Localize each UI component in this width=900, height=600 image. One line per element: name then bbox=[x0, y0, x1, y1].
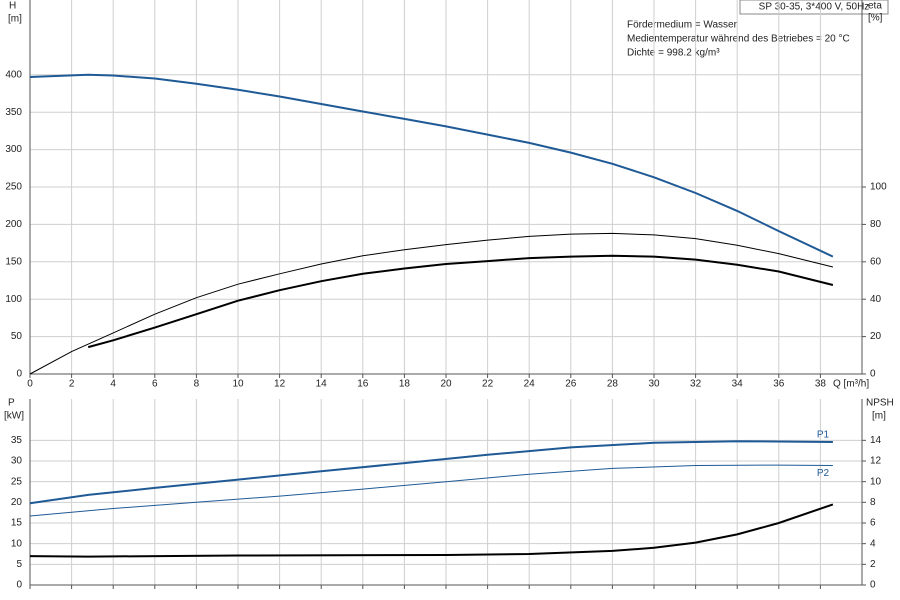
y-tick-label: 50 bbox=[11, 331, 23, 342]
y2-tick-label: 4 bbox=[870, 538, 876, 549]
y2-unit: [%] bbox=[868, 13, 883, 24]
x-tick-label: 8 bbox=[194, 379, 200, 390]
y2-tick-label: 6 bbox=[870, 518, 876, 529]
x-tick-label: 38 bbox=[815, 379, 827, 390]
x-tick-label: 0 bbox=[27, 379, 33, 390]
y-unit: [m] bbox=[8, 14, 22, 25]
x-tick-label: 20 bbox=[440, 379, 452, 390]
y2-tick-label: 0 bbox=[870, 369, 876, 380]
y-tick-label: 0 bbox=[16, 580, 22, 591]
curve bbox=[29, 73, 834, 258]
x-tick-label: 28 bbox=[607, 379, 619, 390]
y2-tick-label: 14 bbox=[870, 435, 882, 446]
y-tick-label: 5 bbox=[16, 559, 22, 570]
x-tick-label: 30 bbox=[648, 379, 660, 390]
y-tick-label: 25 bbox=[11, 476, 23, 487]
y2-tick-label: 12 bbox=[870, 456, 882, 467]
curve bbox=[87, 254, 834, 349]
y-tick-label: 30 bbox=[11, 456, 23, 467]
y-unit: [kW] bbox=[4, 411, 24, 422]
y2-tick-label: 60 bbox=[870, 256, 882, 267]
y2-tick-label: 40 bbox=[870, 294, 882, 305]
y-tick-label: 350 bbox=[5, 107, 22, 118]
y-tick-label: 150 bbox=[5, 256, 22, 267]
x-tick-label: 26 bbox=[565, 379, 577, 390]
x-tick-label: 2 bbox=[69, 379, 75, 390]
y2-unit: [m] bbox=[872, 411, 886, 422]
title-box bbox=[739, 0, 889, 15]
y-tick-label: 100 bbox=[5, 294, 22, 305]
y-tick-label: 400 bbox=[5, 69, 22, 80]
y-tick-label: 20 bbox=[11, 497, 23, 508]
series-label: P1 bbox=[817, 430, 830, 441]
y-label: H bbox=[9, 1, 16, 12]
x-tick-label: 10 bbox=[232, 379, 244, 390]
x-tick-label: 24 bbox=[524, 379, 536, 390]
x-tick-label: 12 bbox=[274, 379, 286, 390]
y2-tick-label: 10 bbox=[870, 476, 882, 487]
x-tick-label: 4 bbox=[110, 379, 116, 390]
y2-label: eta bbox=[868, 1, 882, 12]
y-tick-label: 300 bbox=[5, 144, 22, 155]
y2-tick-label: 0 bbox=[870, 580, 876, 591]
chart-title: SP 30-35, 3*400 V, 50Hz bbox=[759, 2, 870, 13]
y2-label: NPSH bbox=[866, 398, 894, 409]
y-tick-label: 35 bbox=[11, 435, 23, 446]
x-tick-label: 6 bbox=[152, 379, 158, 390]
note: Dichte = 998.2 kg/m³ bbox=[627, 48, 720, 59]
note: Medientemperatur während des Betriebes =… bbox=[627, 34, 850, 45]
y2-tick-label: 20 bbox=[870, 331, 882, 342]
y-tick-label: 250 bbox=[5, 182, 22, 193]
y-tick-label: 200 bbox=[5, 219, 22, 230]
x-label: Q [m³/h] bbox=[833, 379, 869, 390]
curve bbox=[29, 503, 834, 558]
y2-tick-label: 100 bbox=[870, 182, 887, 193]
x-tick-label: 16 bbox=[357, 379, 369, 390]
series-label: P2 bbox=[817, 468, 830, 479]
x-tick-label: 36 bbox=[773, 379, 785, 390]
y-tick-label: 15 bbox=[11, 518, 23, 529]
y2-tick-label: 80 bbox=[870, 219, 882, 230]
x-tick-label: 22 bbox=[482, 379, 494, 390]
x-tick-label: 18 bbox=[399, 379, 411, 390]
y-tick-label: 0 bbox=[16, 369, 22, 380]
curve bbox=[29, 232, 834, 375]
x-tick-label: 32 bbox=[690, 379, 702, 390]
y2-tick-label: 2 bbox=[870, 559, 876, 570]
y-tick-label: 10 bbox=[11, 538, 23, 549]
x-tick-label: 34 bbox=[732, 379, 744, 390]
curve bbox=[29, 464, 833, 517]
y2-tick-label: 8 bbox=[870, 497, 876, 508]
x-tick-label: 14 bbox=[316, 379, 328, 390]
note: Fördermedium = Wasser bbox=[627, 20, 738, 31]
curve bbox=[29, 440, 833, 505]
y-label: P bbox=[8, 398, 15, 409]
